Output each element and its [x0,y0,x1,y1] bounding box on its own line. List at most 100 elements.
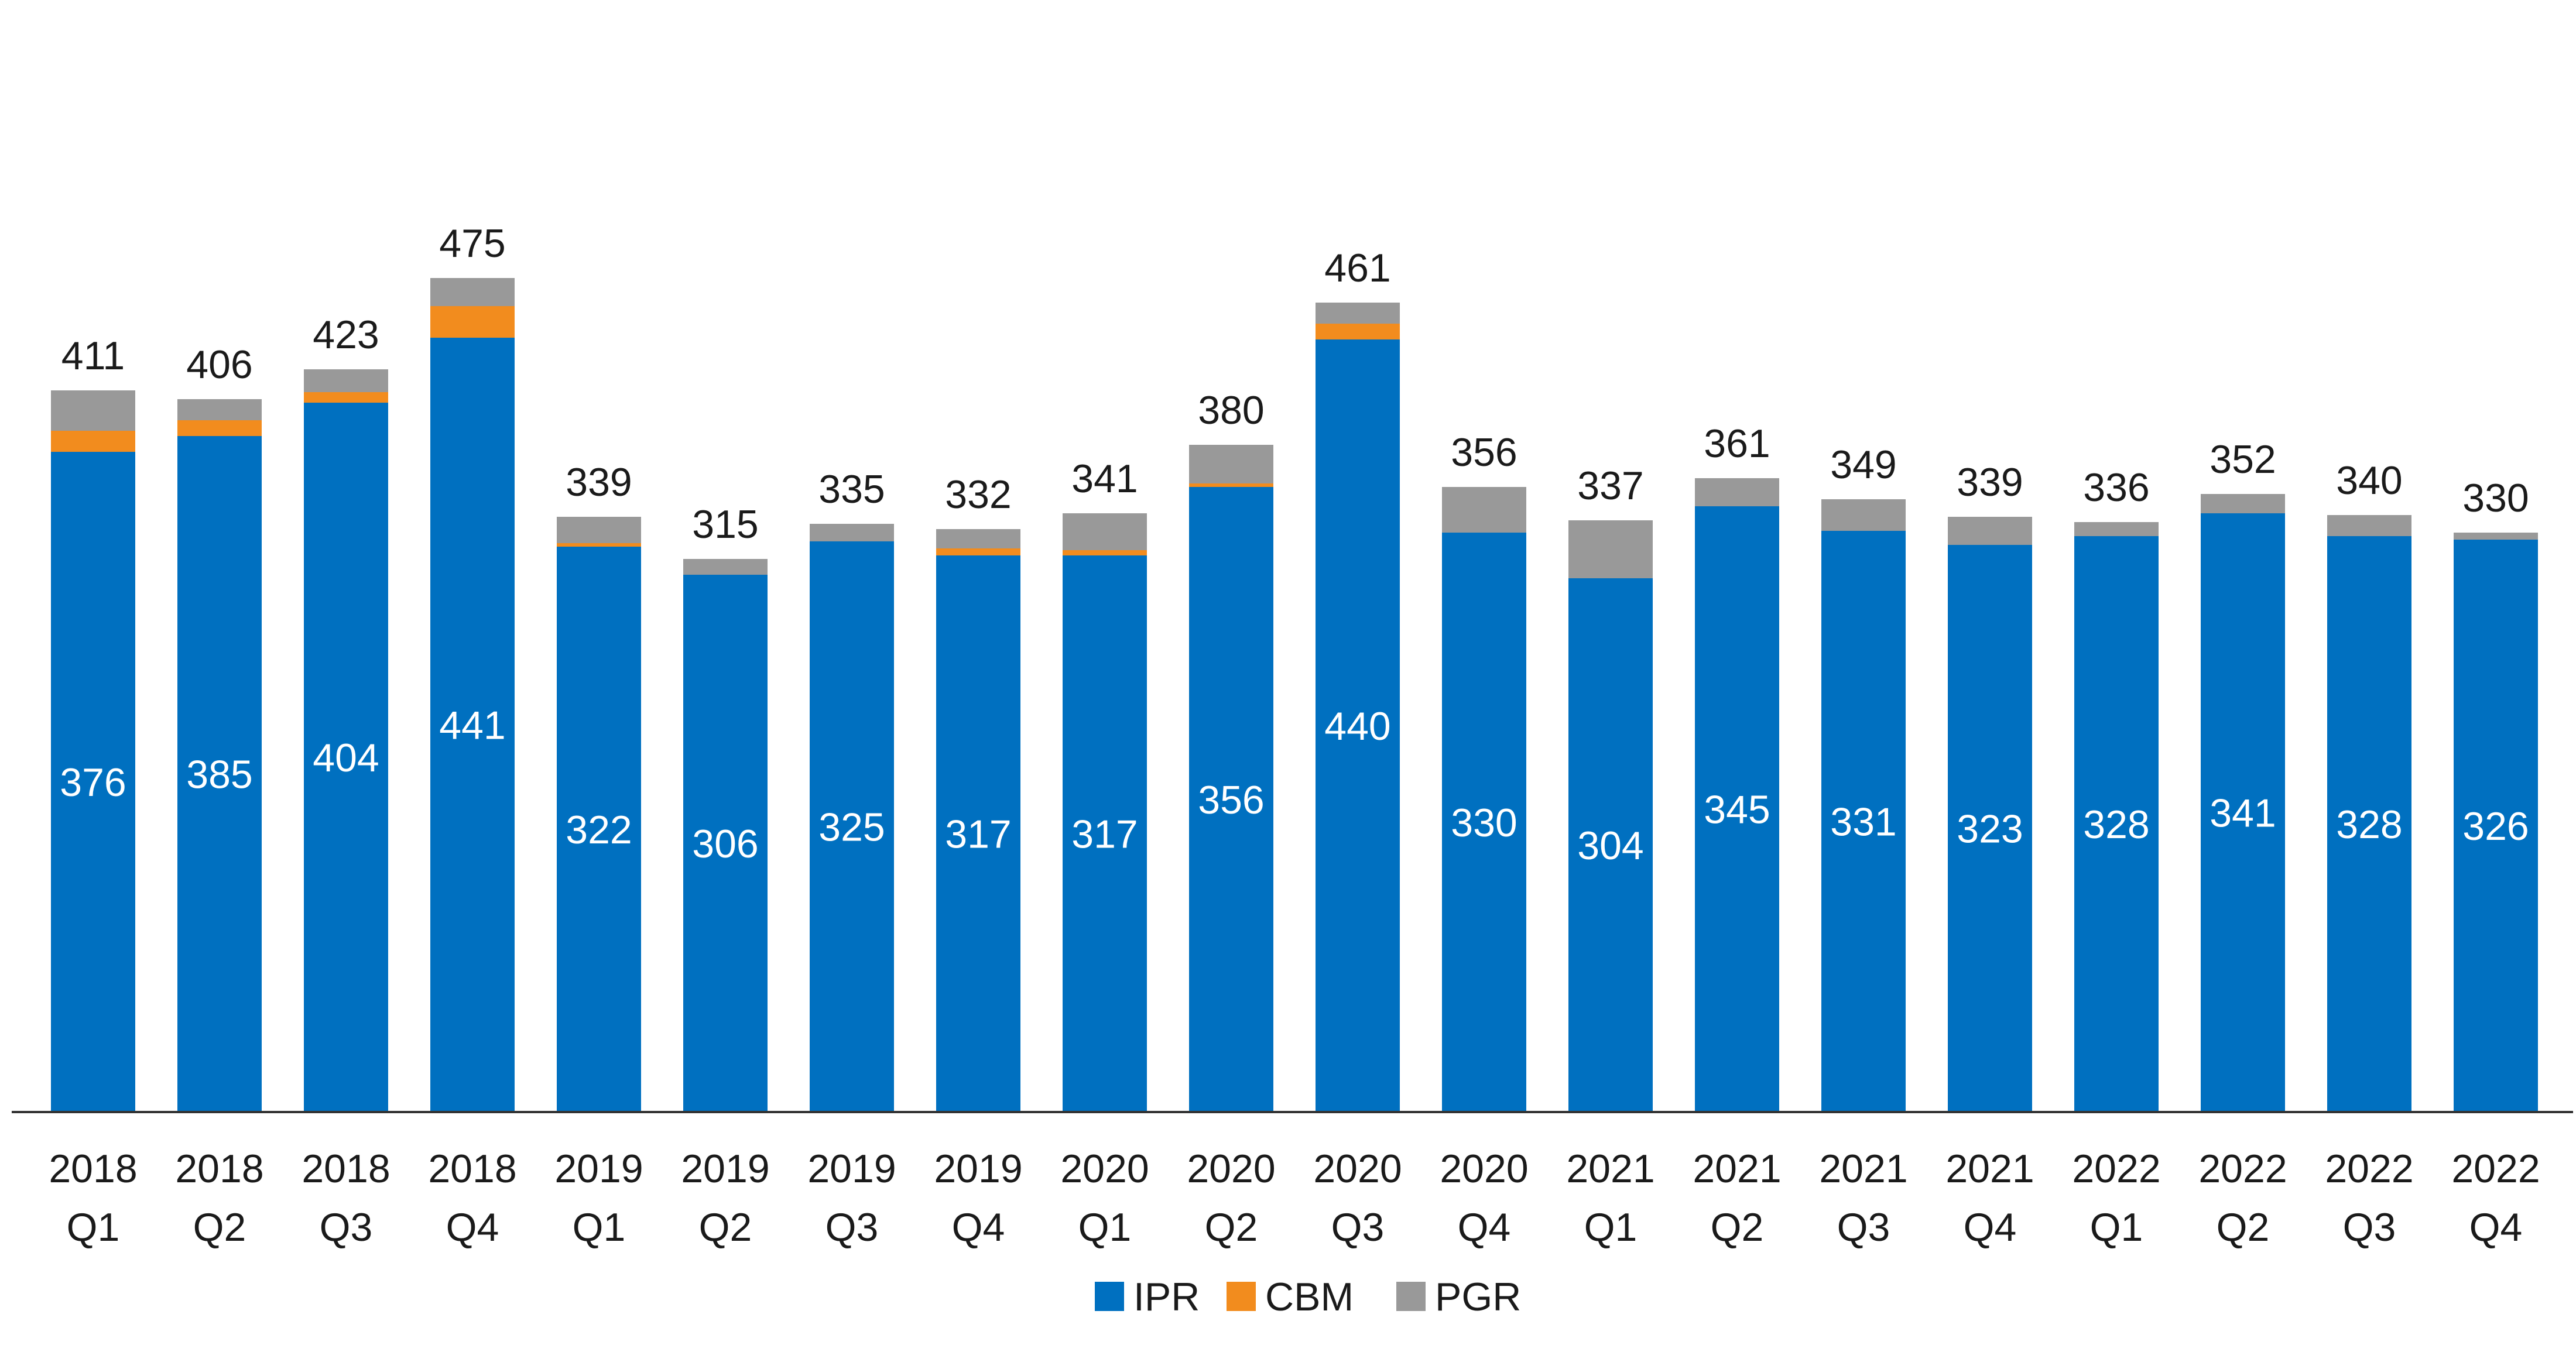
x-tick-year-label: 2020 [1313,1147,1402,1191]
bar-segment-pgr-2 [304,369,388,392]
bar-segment-pgr-5 [683,559,768,575]
x-tick-quarter-label: Q4 [952,1205,1005,1250]
bar-segment-pgr-19 [2454,533,2538,540]
ipr-value-label: 322 [566,808,632,852]
total-value-label: 352 [2210,437,2276,482]
x-tick-quarter-label: Q2 [193,1205,246,1250]
legend-label-pgr: PGR [1435,1275,1521,1319]
bar-segment-pgr-16 [2074,522,2159,536]
bar-segment-pgr-11 [1442,487,1526,533]
ipr-value-label: 317 [1071,812,1138,857]
x-tick-year-label: 2018 [49,1147,137,1191]
ipr-value-label: 441 [439,704,505,748]
ipr-value-label: 317 [945,812,1011,857]
x-tick-year-label: 2020 [1060,1147,1149,1191]
legend-label-ipr: IPR [1133,1275,1200,1319]
x-tick-quarter-label: Q4 [1964,1205,2017,1250]
legend-swatch-ipr [1095,1282,1124,1311]
bars-layer [51,278,2538,1112]
total-value-label: 337 [1577,464,1643,508]
x-tick-year-label: 2021 [1819,1147,1907,1191]
x-tick-year-label: 2022 [2325,1147,2413,1191]
ipr-value-label: 345 [1704,788,1770,832]
ipr-value-label: 385 [186,753,252,797]
bar-segment-cbm-2 [304,392,388,403]
bar-segment-pgr-10 [1316,303,1400,324]
bar-segment-pgr-1 [177,399,262,420]
x-tick-year-label: 2020 [1440,1147,1528,1191]
x-tick-year-label: 2022 [2198,1147,2287,1191]
total-value-label: 475 [439,221,505,266]
total-value-label: 356 [1451,430,1517,475]
x-tick-quarter-label: Q2 [1205,1205,1258,1250]
total-value-label: 461 [1324,246,1390,290]
bar-segment-pgr-9 [1189,445,1273,483]
bar-segment-pgr-8 [1063,513,1147,550]
labels-layer: 3764113854064044234414753223393063153253… [60,221,2529,868]
x-tick-year-label: 2019 [934,1147,1022,1191]
ipr-value-label: 326 [2462,804,2529,849]
bar-segment-pgr-14 [1821,499,1906,531]
bar-segment-pgr-18 [2327,515,2411,536]
legend-swatch-pgr [1396,1282,1426,1311]
total-value-label: 411 [61,334,125,378]
total-value-label: 332 [945,472,1011,517]
bar-segment-pgr-15 [1948,517,2032,545]
x-tick-year-label: 2019 [554,1147,643,1191]
total-value-label: 349 [1830,442,1896,487]
x-tick-quarter-label: Q3 [2343,1205,2396,1250]
x-tick-quarter-label: Q4 [1458,1205,1511,1250]
x-tick-year-label: 2018 [175,1147,263,1191]
x-tick-year-label: 2019 [807,1147,896,1191]
total-value-label: 330 [2462,476,2529,520]
x-tick-quarter-label: Q1 [573,1205,626,1250]
total-value-label: 339 [1957,460,2023,505]
x-tick-quarter-label: Q3 [1331,1205,1385,1250]
total-value-label: 336 [2083,465,2149,510]
bar-segment-pgr-6 [810,524,894,541]
bar-segment-cbm-1 [177,420,262,436]
x-tick-quarter-label: Q3 [825,1205,879,1250]
x-tick-year-label: 2022 [2072,1147,2160,1191]
bar-segment-cbm-8 [1063,550,1147,555]
x-axis-ticks: 2018Q12018Q22018Q32018Q42019Q12019Q22019… [49,1147,2540,1250]
bar-segment-cbm-10 [1316,324,1400,339]
ipr-value-label: 331 [1830,800,1896,845]
ipr-value-label: 404 [313,736,379,780]
x-tick-year-label: 2018 [302,1147,390,1191]
bar-segment-pgr-17 [2201,494,2285,513]
ipr-value-label: 304 [1577,823,1643,868]
x-tick-quarter-label: Q3 [1837,1205,1890,1250]
total-value-label: 340 [2336,458,2402,503]
total-value-label: 341 [1071,457,1138,501]
x-tick-quarter-label: Q1 [1584,1205,1638,1250]
x-tick-year-label: 2021 [1566,1147,1654,1191]
bar-segment-cbm-9 [1189,483,1273,487]
x-tick-year-label: 2019 [681,1147,769,1191]
x-tick-quarter-label: Q4 [446,1205,499,1250]
ipr-value-label: 306 [692,822,758,866]
ipr-value-label: 341 [2210,791,2276,836]
x-tick-year-label: 2021 [1945,1147,2034,1191]
total-value-label: 339 [566,460,632,505]
bar-segment-pgr-13 [1695,478,1779,506]
ipr-value-label: 376 [60,760,126,805]
bar-segment-cbm-3 [430,306,515,338]
legend: IPRCBMPGR [1095,1275,1521,1319]
x-tick-quarter-label: Q1 [1078,1205,1132,1250]
bar-segment-cbm-0 [51,431,135,452]
total-value-label: 361 [1704,421,1770,466]
ipr-value-label: 440 [1324,704,1390,749]
legend-swatch-cbm [1227,1282,1256,1311]
ipr-value-label: 328 [2083,802,2149,847]
total-value-label: 315 [692,502,758,547]
bar-segment-pgr-7 [936,529,1020,548]
ipr-value-label: 323 [1957,807,2023,852]
x-tick-quarter-label: Q3 [320,1205,373,1250]
total-value-label: 380 [1198,388,1264,433]
ipr-value-label: 356 [1198,778,1264,822]
x-tick-year-label: 2022 [2451,1147,2540,1191]
bar-segment-pgr-3 [430,278,515,306]
